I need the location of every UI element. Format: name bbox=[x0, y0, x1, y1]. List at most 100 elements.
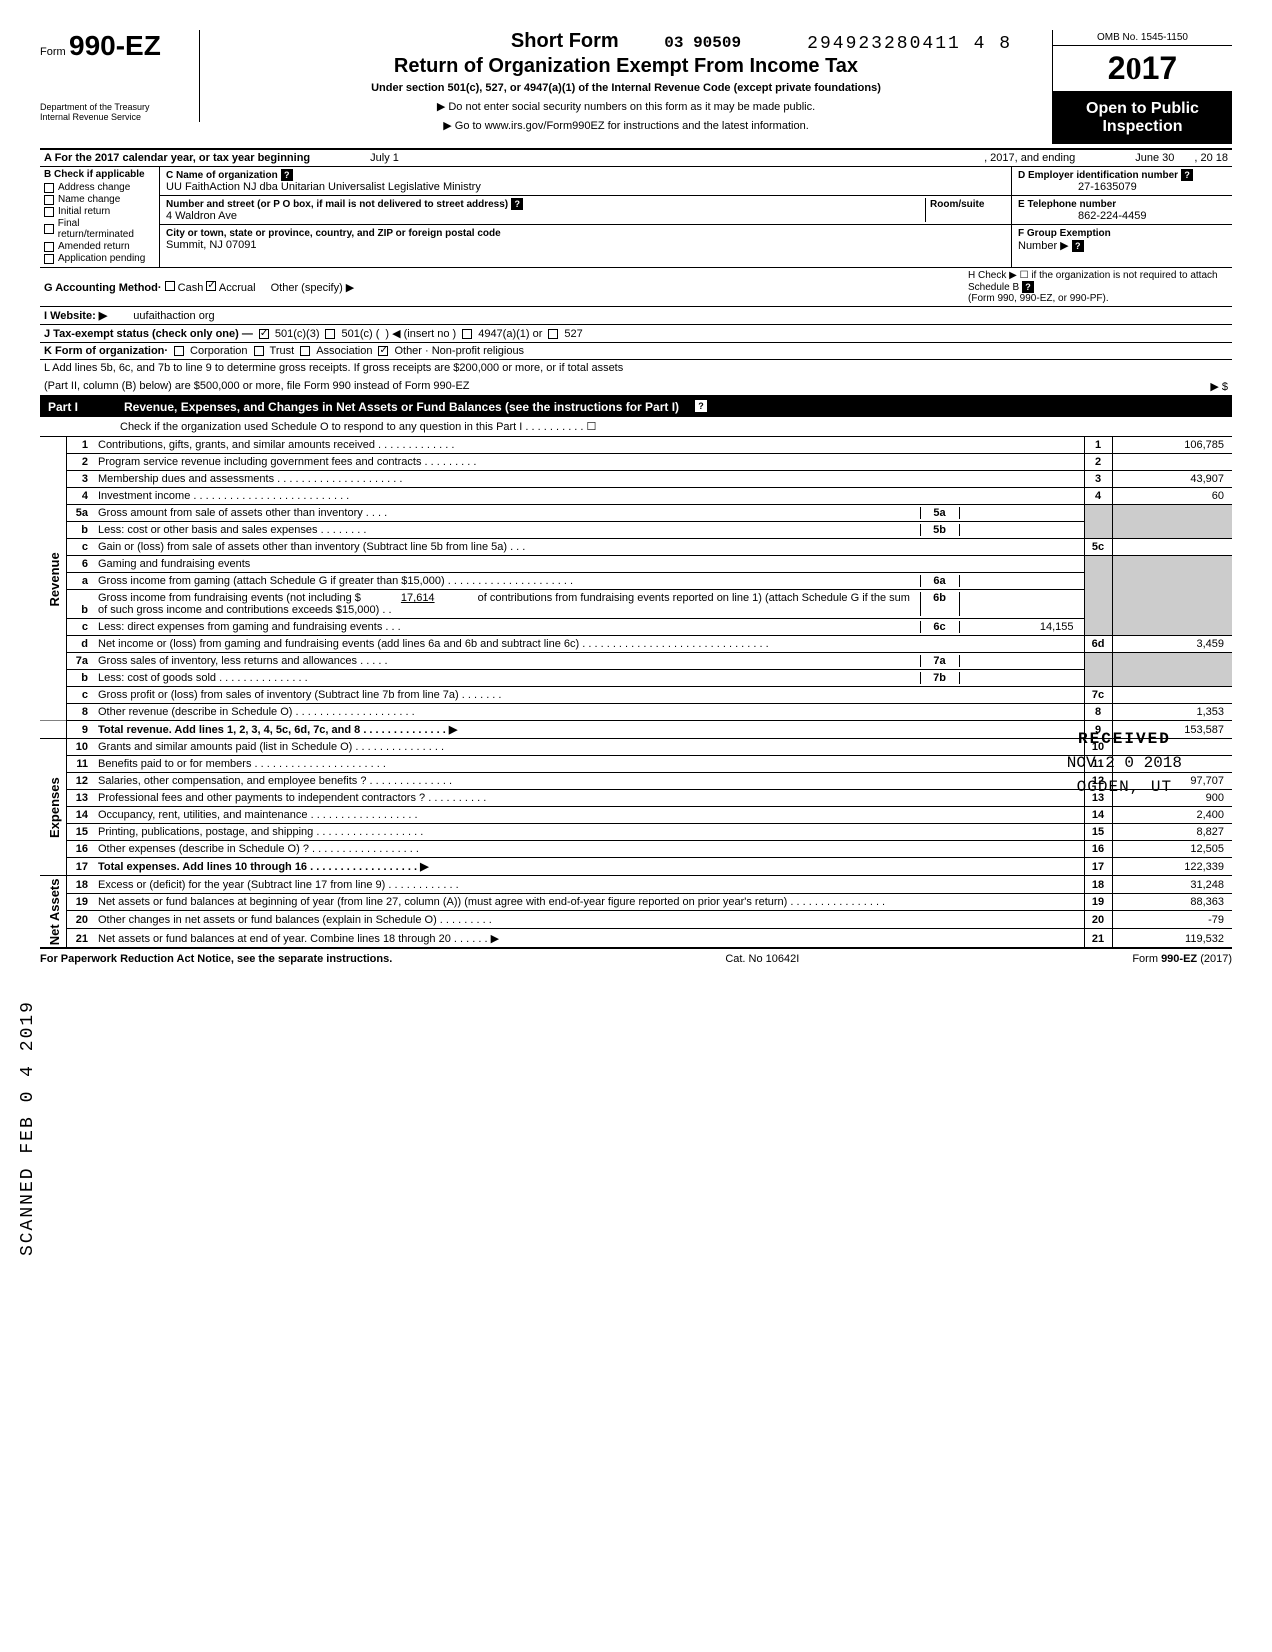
goto-line: ▶ Go to www.irs.gov/Form990EZ for instru… bbox=[212, 119, 1040, 132]
row-j: J Tax-exempt status (check only one) — 5… bbox=[40, 325, 1232, 343]
lbl-other-method: Other (specify) ▶ bbox=[271, 282, 355, 294]
lbl-ein: D Employer identification number bbox=[1018, 170, 1178, 181]
group-number: Number ▶ bbox=[1018, 240, 1069, 252]
amt-4: 60 bbox=[1112, 488, 1232, 505]
line-5b: Less: cost or other basis and sales expe… bbox=[94, 522, 1084, 539]
part-1-label: Part I bbox=[48, 400, 108, 414]
line-6d: Net income or (loss) from gaming and fun… bbox=[94, 636, 1084, 653]
lbl-accounting: G Accounting Method· bbox=[44, 282, 162, 294]
help-icon: ? bbox=[695, 400, 707, 412]
row-a-mid: , 2017, and ending bbox=[984, 152, 1075, 164]
line-6: Gaming and fundraising events bbox=[94, 556, 1084, 573]
part-1-header: Part I Revenue, Expenses, and Changes in… bbox=[40, 397, 1232, 417]
tax-year: 20201717 bbox=[1053, 46, 1232, 92]
row-l: L Add lines 5b, 6c, and 7b to line 9 to … bbox=[40, 360, 1232, 397]
warn-line: ▶ Do not enter social security numbers o… bbox=[212, 100, 1040, 113]
chk-accrual[interactable] bbox=[206, 281, 216, 291]
line-19: Net assets or fund balances at beginning… bbox=[94, 893, 1084, 911]
chk-501c[interactable] bbox=[325, 329, 335, 339]
footer-left: For Paperwork Reduction Act Notice, see … bbox=[40, 953, 392, 965]
line-10: Grants and similar amounts paid (list in… bbox=[94, 739, 1084, 756]
amt-20: -79 bbox=[1112, 911, 1232, 929]
side-net-assets: Net Assets bbox=[40, 876, 66, 948]
amt-5c bbox=[1112, 539, 1232, 556]
col-b-header: B Check if applicable bbox=[44, 169, 155, 180]
part-1-title: Revenue, Expenses, and Changes in Net As… bbox=[124, 400, 679, 414]
line-7b: Less: cost of goods sold . . . . . . . .… bbox=[94, 670, 1084, 687]
right-block: OMB No. 1545-1150 20201717 Open to Publi… bbox=[1052, 30, 1232, 144]
footer: For Paperwork Reduction Act Notice, see … bbox=[40, 953, 1232, 965]
subtitle: Under section 501(c), 527, or 4947(a)(1)… bbox=[212, 82, 1040, 94]
org-address: 4 Waldron Ave bbox=[166, 210, 237, 222]
amt-8: 1,353 bbox=[1112, 704, 1232, 721]
lbl-form-org: K Form of organization· bbox=[44, 345, 168, 357]
help-icon: ? bbox=[1181, 169, 1193, 181]
lbl-room: Room/suite bbox=[930, 199, 984, 210]
col-c: C Name of organization ? UU FaithAction … bbox=[160, 167, 1012, 267]
form-prefix: Form bbox=[40, 46, 66, 58]
chk-final-return[interactable] bbox=[44, 224, 54, 234]
line-4: Investment income . . . . . . . . . . . … bbox=[94, 488, 1084, 505]
line-3: Membership dues and assessments . . . . … bbox=[94, 471, 1084, 488]
lbl-tax-status: J Tax-exempt status (check only one) — bbox=[44, 328, 253, 340]
open-public: Open to Public Inspection bbox=[1053, 92, 1232, 144]
amt-18: 31,248 bbox=[1112, 876, 1232, 894]
amt-19: 88,363 bbox=[1112, 893, 1232, 911]
row-a-begin: July 1 bbox=[370, 152, 399, 164]
footer-right: Form 990-EZ (2017) bbox=[1132, 953, 1232, 965]
chk-initial-return[interactable] bbox=[44, 207, 54, 217]
line-9: Total revenue. Add lines 1, 2, 3, 4, 5c,… bbox=[94, 721, 1084, 739]
amt-2 bbox=[1112, 454, 1232, 471]
amt-17: 122,339 bbox=[1112, 858, 1232, 876]
stamp-date: NOV 2 0 2018 bbox=[1067, 754, 1182, 772]
chk-501c3[interactable] bbox=[259, 329, 269, 339]
ein: 27-1635079 bbox=[1078, 181, 1137, 193]
line-11: Benefits paid to or for members . . . . … bbox=[94, 756, 1084, 773]
line-6b: Gross income from fundraising events (no… bbox=[94, 590, 1084, 619]
amt-6d: 3,459 bbox=[1112, 636, 1232, 653]
help-icon: ? bbox=[1072, 240, 1084, 252]
row-k: K Form of organization· Corporation Trus… bbox=[40, 343, 1232, 360]
col-b: B Check if applicable Address change Nam… bbox=[40, 167, 160, 267]
scanned-stamp: SCANNED FEB 0 4 2019 bbox=[18, 1000, 38, 1256]
chk-app-pending[interactable] bbox=[44, 254, 54, 264]
chk-corp[interactable] bbox=[174, 346, 184, 356]
dept-treasury: Department of the Treasury bbox=[40, 102, 191, 112]
chk-address-change[interactable] bbox=[44, 183, 54, 193]
form-id-block: Form 990-EZ Department of the Treasury I… bbox=[40, 30, 200, 122]
line-5a: Gross amount from sale of assets other t… bbox=[94, 505, 1084, 522]
dept-irs: Internal Revenue Service bbox=[40, 112, 191, 122]
line-6a: Gross income from gaming (attach Schedul… bbox=[94, 573, 1084, 590]
chk-other-org[interactable] bbox=[378, 346, 388, 356]
line-6c: Less: direct expenses from gaming and fu… bbox=[94, 619, 1084, 636]
lbl-group: F Group Exemption bbox=[1018, 228, 1111, 239]
line-1: Contributions, gifts, grants, and simila… bbox=[94, 437, 1084, 454]
row-a-end: June 30 bbox=[1135, 152, 1174, 164]
line-8: Other revenue (describe in Schedule O) .… bbox=[94, 704, 1084, 721]
line-2: Program service revenue including govern… bbox=[94, 454, 1084, 471]
chk-4947[interactable] bbox=[462, 329, 472, 339]
side-revenue: Revenue bbox=[40, 437, 66, 721]
footer-mid: Cat. No 10642I bbox=[725, 953, 799, 965]
amt-15: 8,827 bbox=[1112, 824, 1232, 841]
row-a-label: A For the 2017 calendar year, or tax yea… bbox=[44, 152, 310, 164]
line-18: Excess or (deficit) for the year (Subtra… bbox=[94, 876, 1084, 894]
row-a-yr: , 20 18 bbox=[1194, 152, 1228, 164]
amt-16: 12,505 bbox=[1112, 841, 1232, 858]
chk-assoc[interactable] bbox=[300, 346, 310, 356]
received-stamp: RECEIVED NOV 2 0 2018 OGDEN, UT bbox=[1067, 730, 1182, 796]
line-15: Printing, publications, postage, and shi… bbox=[94, 824, 1084, 841]
chk-name-change[interactable] bbox=[44, 195, 54, 205]
stamp-location: OGDEN, UT bbox=[1067, 778, 1182, 796]
line-21: Net assets or fund balances at end of ye… bbox=[94, 928, 1084, 947]
section-bcdef: B Check if applicable Address change Nam… bbox=[40, 167, 1232, 268]
row-h-text: H Check ▶ ☐ if the organization is not r… bbox=[968, 270, 1218, 293]
chk-cash[interactable] bbox=[165, 281, 175, 291]
lbl-address: Number and street (or P O box, if mail i… bbox=[166, 199, 508, 210]
row-g-h: G Accounting Method· Cash Accrual Other … bbox=[40, 268, 1232, 307]
chk-amended[interactable] bbox=[44, 242, 54, 252]
line-14: Occupancy, rent, utilities, and maintena… bbox=[94, 807, 1084, 824]
line-17: Total expenses. Add lines 10 through 16 … bbox=[94, 858, 1084, 876]
chk-trust[interactable] bbox=[254, 346, 264, 356]
chk-527[interactable] bbox=[548, 329, 558, 339]
